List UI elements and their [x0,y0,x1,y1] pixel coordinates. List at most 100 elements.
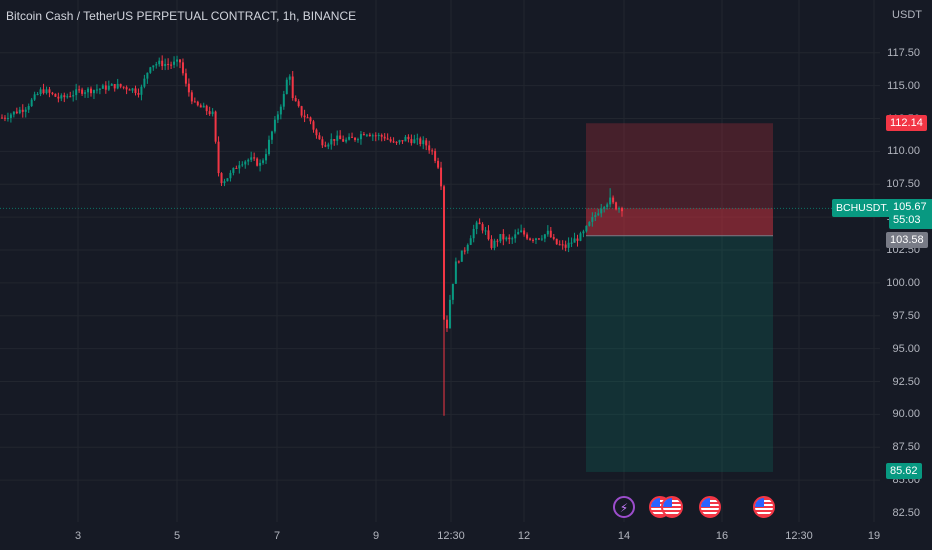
candle-body [540,238,543,240]
candle-body [588,221,591,226]
price-axis-label: 107.50 [886,178,920,191]
candle-body [603,207,606,209]
candle-body [33,94,36,100]
candle-body [561,244,564,246]
candle-body [45,89,48,94]
candle-body [434,151,437,161]
candle-body [469,238,472,245]
candle-body [573,238,576,243]
candle-body [208,111,211,115]
candle-body [128,89,131,91]
candle-body [98,88,101,90]
candle-body [437,160,440,168]
candle-body [161,60,164,67]
candle-body [466,244,469,251]
candle-body [612,197,615,203]
candle-body [202,105,205,108]
open-loss-zone [586,208,773,236]
candle-body [119,83,122,87]
candle-body [618,208,621,210]
candle-body [229,172,232,179]
stop-loss-price-tag: 112.14 [886,115,927,131]
candle-body [428,145,431,151]
candle-body [440,167,443,187]
candle-body [475,222,478,229]
candle-body [520,230,523,233]
candle-body [294,98,297,102]
candle-body [196,101,199,106]
candle-body [199,105,202,108]
candle-body [81,89,84,94]
candle-body [478,222,481,225]
bar-countdown: 55:03 [893,214,921,226]
candle-body [537,238,540,240]
price-axis-label: 95.00 [892,342,920,355]
candle-body [87,88,90,93]
candle-body [511,238,514,240]
candle-body [371,135,374,137]
candle-body [514,234,517,239]
time-axis-label: 14 [617,530,631,542]
candle-body [107,85,110,90]
symbol-tag: BCHUSDT.P [832,199,900,217]
candle-body [330,139,333,145]
time-axis-label: 7 [273,530,281,542]
candle-body [407,136,410,140]
candle-body [92,90,95,94]
candle-body [279,106,282,115]
candle-body [543,234,546,239]
time-axis-label: 12:30 [785,530,813,542]
candle-body [131,88,134,91]
candle-body [158,60,161,65]
candle-body [267,139,270,155]
candle-body [1,117,3,119]
candle-body [193,101,196,103]
candle-body [386,138,389,140]
price-axis-label: 90.00 [892,408,920,421]
candle-body [526,234,529,239]
candle-body [362,134,365,136]
us-flag-icon[interactable] [661,496,683,518]
candle-body [576,238,579,241]
candle-body [220,173,223,184]
candle-body [585,225,588,232]
candle-body [567,242,570,248]
candle-body [312,121,315,130]
candle-body [214,111,217,142]
candle-body [276,114,279,120]
candle-body [490,239,493,248]
candle-body [149,67,152,73]
candle-body [579,233,582,241]
candle-body [48,89,51,93]
candle-body [140,86,143,95]
us-flag-icon[interactable] [753,496,775,518]
candle-body [152,65,155,68]
candle-body [365,134,368,136]
candle-body [374,135,377,137]
candle-body [155,64,158,66]
candle-body [318,135,321,140]
us-flag-icon[interactable] [699,496,721,518]
time-axis-label: 3 [74,530,82,542]
candle-body [499,234,502,242]
candle-body [170,64,173,66]
candle-body [250,157,253,160]
candle-body [392,141,395,143]
time-axis-label: 9 [372,530,380,542]
candle-body [223,181,226,184]
candle-body [146,72,149,79]
lightning-icon[interactable]: ⚡ [613,496,635,518]
price-axis-label: 87.50 [892,441,920,454]
candle-body [404,136,407,142]
candle-body [238,165,241,169]
candle-body [262,160,265,163]
price-axis-unit: USDT [892,9,922,21]
candle-body [95,89,98,91]
entry-price-tag: 103.58 [886,232,928,248]
candle-body [42,89,45,94]
candle-body [190,92,193,102]
candle-body [57,96,60,99]
candle-body [122,86,125,88]
take-profit-price-tag: 85.62 [886,463,922,479]
